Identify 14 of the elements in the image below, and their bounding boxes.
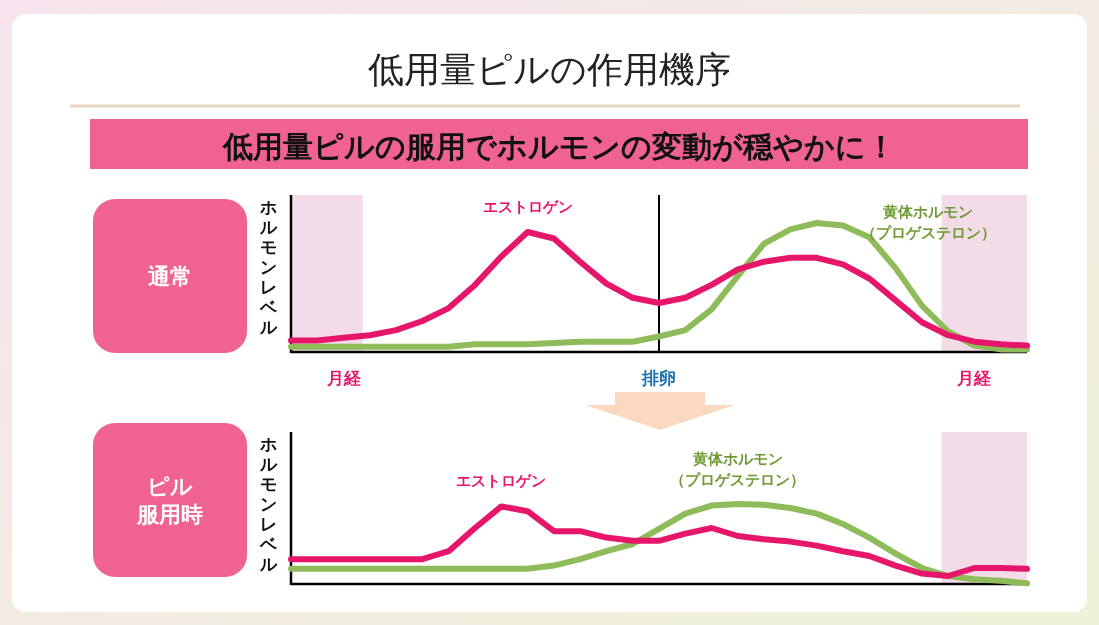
chart-title: 低用量ピルの作用機序 bbox=[367, 49, 731, 90]
x-tick-label: 月経 bbox=[325, 368, 362, 388]
x-tick-label: 月経 bbox=[956, 368, 993, 388]
y-axis-title: ホルモンレベル bbox=[258, 197, 278, 337]
text: ピル bbox=[147, 474, 193, 499]
text: 服用時 bbox=[136, 502, 203, 527]
series-label: 黄体ホルモン（プロゲステロン） bbox=[670, 450, 806, 489]
x-tick-label: 排卵 bbox=[641, 368, 676, 388]
text: 通常 bbox=[147, 264, 192, 289]
series-label: エストロゲン bbox=[456, 472, 547, 491]
chart-subtitle: 低用量ピルの服用でホルモンの変動が穏やかに！ bbox=[221, 129, 896, 164]
y-axis-title: ホルモンレベル bbox=[258, 434, 278, 574]
series-label: 黄体ホルモン（プロゲステロン） bbox=[860, 203, 996, 242]
series-label: エストロゲン bbox=[482, 198, 573, 217]
